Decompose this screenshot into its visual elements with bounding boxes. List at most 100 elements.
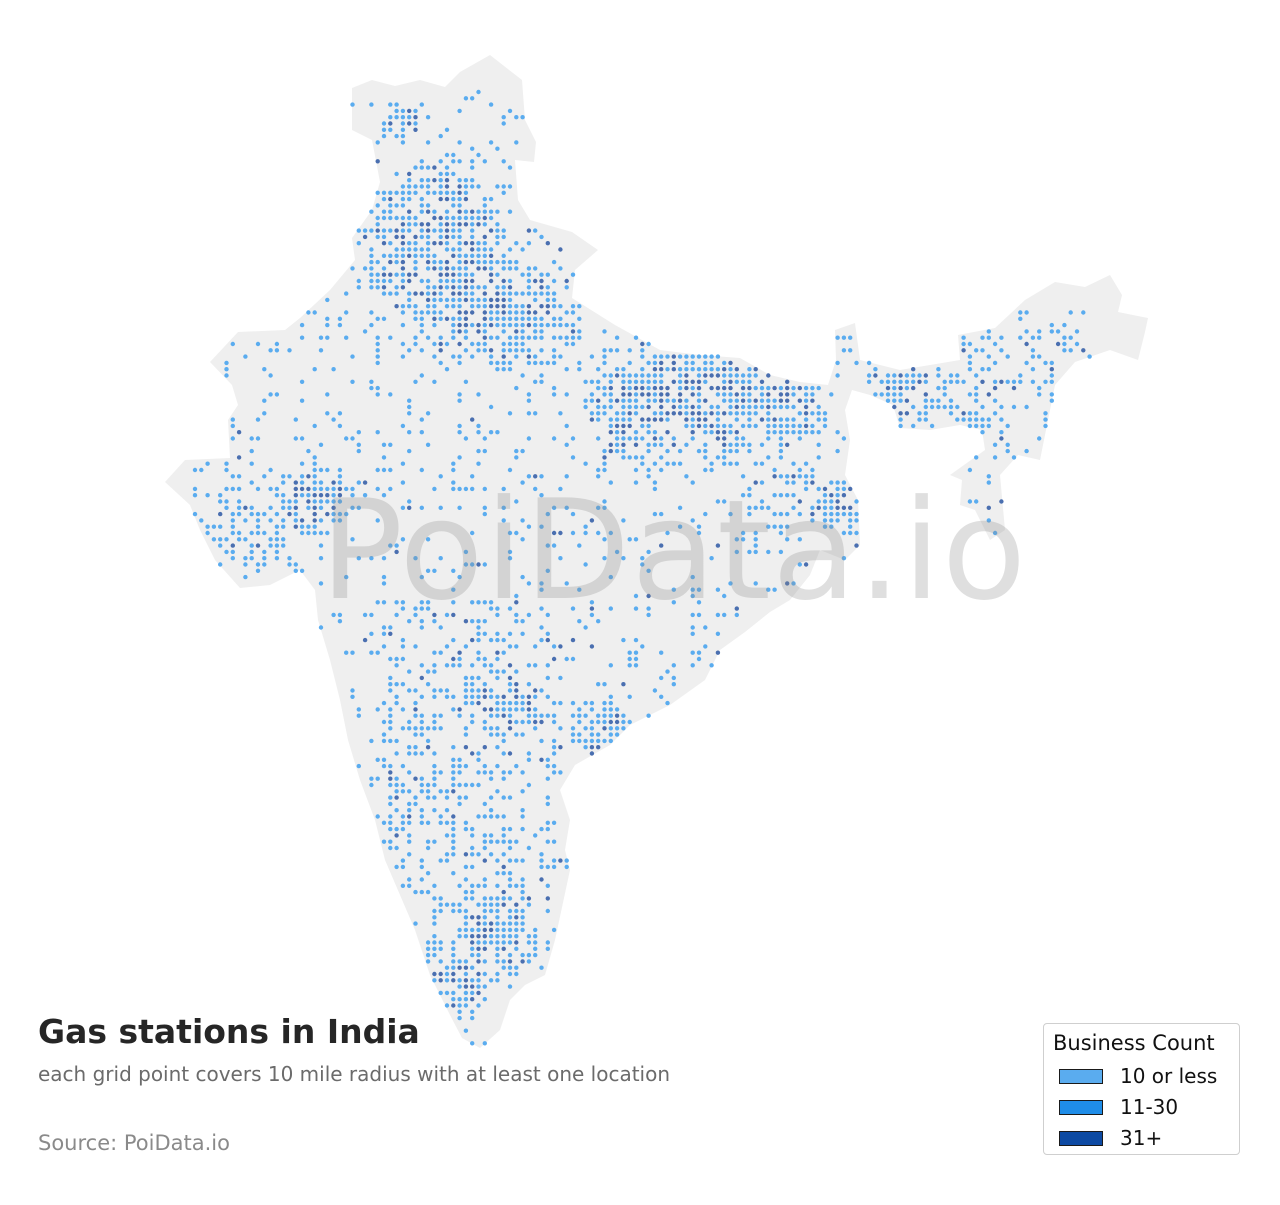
grid-dot-1452 [558,486,563,492]
grid-dot-2008 [495,694,500,699]
grid-dot-975 [677,398,683,403]
grid-dot-1123 [772,417,777,422]
grid-dot-2423 [476,902,481,907]
grid-dot-1203 [722,430,727,435]
grid-dot-1315 [715,455,721,460]
grid-dot-2464 [470,927,475,933]
grid-dot-460 [463,310,469,315]
grid-dot-1453 [652,486,658,492]
grid-dot-1678 [602,537,607,542]
grid-dot-136 [444,209,450,214]
grid-dot-1151 [627,423,632,429]
grid-dot-495 [514,316,519,321]
grid-dot-2548 [444,971,450,977]
grid-dot-104 [451,190,456,195]
grid-dot-536 [457,329,462,334]
grid-dot-1337 [677,461,683,466]
grid-dot-999 [936,398,941,403]
grid-dot-2040 [388,707,393,712]
grid-dot-1655 [596,530,601,536]
grid-dot-2573 [444,990,450,996]
grid-dot-737 [640,367,645,372]
grid-dot-2584 [451,1003,456,1008]
grid-dot-279 [444,259,450,265]
grid-dot-138 [463,209,469,214]
grid-dot-944 [829,392,834,397]
grid-dot-694 [488,360,494,366]
grid-dot-48 [451,152,456,158]
grid-dot-565 [482,335,487,340]
grid-dot-791 [866,373,872,378]
grid-dot-2383 [463,877,469,882]
grid-dot-266 [476,253,481,258]
grid-dot-301 [451,266,456,271]
grid-dot-1822 [369,612,374,618]
grid-dot-2505 [438,946,443,951]
grid-dot-147 [388,215,393,221]
grid-dot-2229 [369,782,374,788]
grid-dot-466 [507,310,513,315]
grid-dot-1165 [766,423,771,429]
grid-dot-531 [1049,322,1055,328]
grid-dot-1992 [507,688,513,693]
grid-dot-799 [923,373,928,378]
grid-dot-1717 [778,549,784,555]
grid-dot-709 [671,360,676,366]
grid-dot-521 [514,322,519,328]
grid-dot-154 [444,215,450,221]
grid-dot-2009 [501,694,506,699]
grid-dot-2555 [514,971,519,977]
grid-dot-2523 [526,952,532,958]
grid-dot-607 [507,341,513,347]
grid-dot-1873 [400,637,406,643]
grid-dot-107 [501,190,506,195]
grid-dot-1789 [722,593,727,599]
grid-dot-711 [690,360,695,366]
grid-dot-1346 [192,467,198,473]
grid-dot-1263 [671,442,676,447]
grid-dot-2393 [476,883,481,888]
grid-dot-2129 [381,732,387,737]
grid-dot-2296 [438,820,443,825]
grid-dot-2213 [501,770,506,775]
grid-dot-1478 [740,493,746,498]
grid-dot-1530 [407,505,412,510]
grid-dot-1438 [331,486,336,492]
grid-dot-1308 [602,455,607,460]
grid-dot-1945 [690,663,695,668]
grid-dot-1990 [482,688,487,693]
grid-dot-20 [425,115,431,120]
grid-dot-1087 [898,411,903,416]
grid-dot-2085 [381,719,387,725]
grid-dot-632 [488,348,494,353]
grid-dot-56 [482,159,487,164]
grid-dot-361 [394,285,399,290]
grid-dot-2479 [476,934,481,939]
grid-dot-1232 [621,436,626,441]
grid-dot-1101 [419,417,424,422]
grid-dot-907 [268,392,273,397]
grid-dot-64 [507,165,513,170]
grid-dot-486 [444,316,450,321]
grid-dot-2274 [444,808,450,813]
grid-dot-2156 [596,738,601,744]
grid-dot-1760 [344,574,349,580]
grid-dot-2253 [394,795,399,800]
grid-dot-801 [948,373,954,378]
grid-dot-2147 [394,738,399,744]
grid-dot-620 [1074,341,1080,347]
grid-dot-600 [438,341,443,347]
grid-dot-524 [533,322,538,328]
grid-dot-1823 [394,612,399,618]
grid-dot-1426 [224,486,229,492]
grid-dot-1163 [747,423,752,429]
grid-dot-1272 [778,442,784,447]
grid-dot-1960 [495,675,500,681]
grid-dot-1916 [400,656,406,662]
grid-dot-290 [551,259,557,265]
grid-dot-1466 [293,493,298,498]
grid-dot-2491 [451,940,456,945]
grid-dot-726 [312,367,317,372]
grid-dot-452 [369,310,374,315]
grid-dot-2016 [627,694,632,699]
